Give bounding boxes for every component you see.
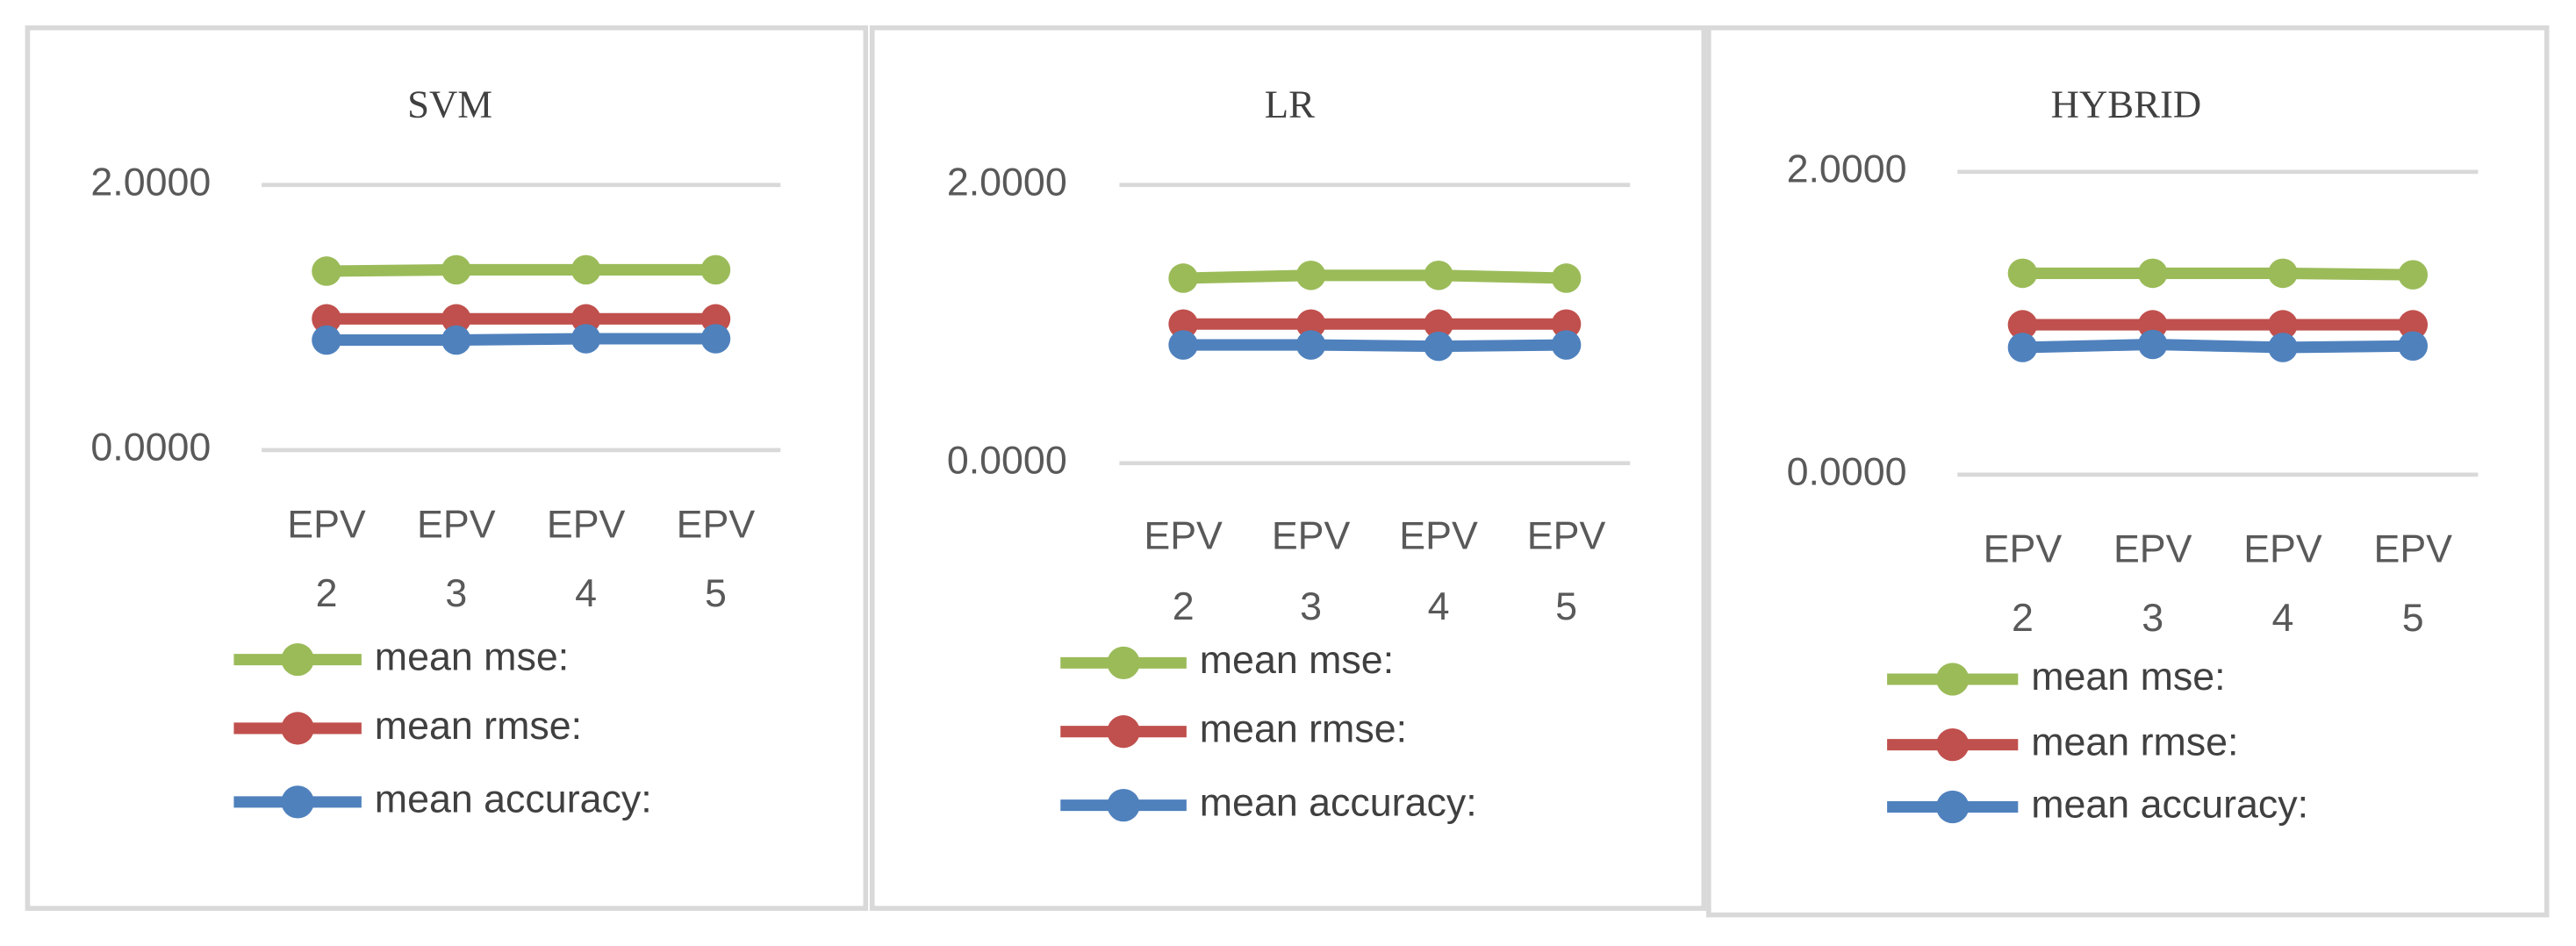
- series-line: [2022, 338, 2414, 354]
- data-point: [2268, 258, 2298, 289]
- data-point: [1424, 309, 1453, 340]
- legend-label: mean mse:: [375, 634, 569, 678]
- data-point: [1168, 309, 1198, 340]
- legend-label: mean accuracy:: [2031, 782, 2308, 826]
- legend-marker: [1107, 788, 1140, 822]
- y-tick-label: 0.0000: [90, 426, 211, 469]
- legend-label: mean rmse:: [1200, 707, 1407, 751]
- data-point: [700, 324, 731, 354]
- legend-marker: [281, 712, 314, 745]
- legend-marker: [1936, 727, 1970, 762]
- data-point: [2398, 331, 2429, 362]
- y-tick-label: 2.0000: [947, 161, 1067, 204]
- x-tick-label: EPV 2: [1144, 513, 1223, 627]
- data-point: [441, 304, 471, 334]
- x-tick-label: EPV 5: [677, 502, 756, 614]
- data-point: [1424, 261, 1453, 290]
- chart-title: LR: [1265, 82, 1315, 125]
- data-point: [2007, 333, 2038, 362]
- x-tick-label: EPV 5: [2373, 527, 2452, 639]
- data-point: [1295, 309, 1326, 340]
- data-point: [2007, 258, 2038, 289]
- data-point: [441, 254, 471, 285]
- data-point: [2137, 258, 2168, 289]
- legend-label: mean mse:: [1200, 638, 1394, 682]
- data-point: [1551, 309, 1582, 340]
- legend-marker: [1936, 790, 1970, 824]
- y-tick-label: 0.0000: [947, 439, 1067, 483]
- legend-label: mean rmse:: [375, 704, 582, 748]
- data-point: [1168, 330, 1198, 360]
- data-point: [2398, 260, 2429, 290]
- data-point: [2007, 310, 2038, 340]
- data-point: [2398, 310, 2429, 340]
- legend-marker: [1107, 646, 1140, 679]
- data-point: [1424, 331, 1453, 362]
- panel-frame: [1706, 25, 2550, 918]
- legend-marker: [281, 642, 314, 677]
- legend-label: mean accuracy:: [1200, 780, 1477, 824]
- chart-title: HYBRID: [2051, 82, 2202, 125]
- data-point: [700, 254, 731, 285]
- panel-frame: [25, 25, 869, 911]
- data-point: [1295, 330, 1326, 360]
- series-line: [1182, 269, 1567, 284]
- series-line: [326, 333, 716, 347]
- data-point: [1168, 263, 1198, 293]
- data-point: [312, 325, 341, 355]
- data-point: [570, 254, 601, 285]
- data-point: [2268, 333, 2298, 362]
- data-point: [2137, 329, 2168, 360]
- x-tick-label: EPV 3: [1272, 513, 1351, 627]
- x-tick-label: EPV 3: [417, 502, 496, 614]
- legend-label: mean accuracy:: [375, 778, 652, 821]
- data-point: [1551, 263, 1582, 293]
- x-tick-label: EPV 4: [547, 502, 626, 614]
- y-tick-label: 0.0000: [1787, 450, 1907, 494]
- legend-marker: [281, 785, 314, 819]
- data-point: [312, 304, 341, 334]
- x-tick-label: EPV 4: [1399, 513, 1478, 627]
- x-tick-label: EPV 4: [2243, 527, 2322, 639]
- data-point: [1551, 330, 1582, 360]
- data-point: [312, 256, 341, 286]
- series-line: [2022, 267, 2414, 281]
- x-tick-label: EPV 3: [2113, 527, 2192, 639]
- panel-frame: [869, 25, 1707, 911]
- series-line: [326, 263, 716, 277]
- x-tick-label: EPV 5: [1527, 513, 1606, 627]
- series-line: [1183, 339, 1567, 353]
- data-point: [441, 325, 471, 355]
- x-tick-label: EPV 2: [1984, 527, 2063, 639]
- y-tick-label: 2.0000: [90, 161, 211, 204]
- x-tick-label: EPV 2: [287, 502, 366, 614]
- legend-label: mean mse:: [2031, 655, 2225, 699]
- legend-marker: [1107, 715, 1140, 749]
- legend-marker: [1936, 663, 1970, 696]
- data-point: [570, 324, 601, 354]
- data-point: [2268, 310, 2298, 340]
- chart-title: SVM: [407, 82, 492, 125]
- data-point: [1295, 261, 1326, 290]
- y-tick-label: 2.0000: [1787, 147, 1907, 191]
- legend-label: mean rmse:: [2031, 720, 2238, 763]
